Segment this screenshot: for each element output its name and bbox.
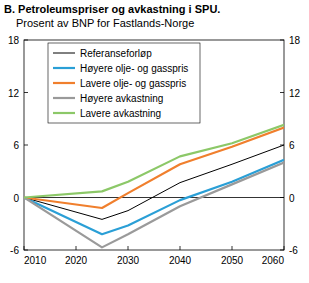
legend-box xyxy=(48,43,200,123)
y-tick-label: 12 xyxy=(8,88,20,99)
x-tick xyxy=(180,246,181,250)
x-tick-label: 2060 xyxy=(262,255,285,266)
legend-swatch xyxy=(53,53,75,54)
x-tick xyxy=(76,246,77,250)
series-line xyxy=(24,163,284,248)
x-tick xyxy=(232,246,233,250)
series-line xyxy=(24,125,284,198)
title: B. Petroleumspriser og avkastning i SPU. xyxy=(4,3,220,15)
legend-swatch xyxy=(53,112,75,114)
y2-tick-label: 0 xyxy=(289,193,295,204)
x-tick xyxy=(128,246,129,250)
subtitle: Prosent av BNP for Fastlands-Norge xyxy=(16,17,194,29)
series-line xyxy=(24,145,284,219)
x-tick-label: 2010 xyxy=(24,255,47,266)
y-tick-label: -6 xyxy=(10,245,19,256)
y2-tick xyxy=(280,197,284,198)
y-tick-label: 6 xyxy=(13,140,19,151)
y-tick-label: 18 xyxy=(8,35,20,46)
chart: B. Petroleumspriser og avkastning i SPU.… xyxy=(0,0,309,283)
legend-swatch xyxy=(53,97,75,99)
legend-label: Referanseforløp xyxy=(80,48,152,59)
y2-tick xyxy=(280,92,284,93)
legend-swatch xyxy=(53,82,75,84)
y2-tick-label: -6 xyxy=(289,245,298,256)
y-tick xyxy=(24,145,28,146)
x-tick-label: 2040 xyxy=(169,255,192,266)
y2-tick-label: 18 xyxy=(289,35,301,46)
series-group xyxy=(24,125,284,248)
legend-label: Lavere olje- og gasspris xyxy=(80,78,186,89)
legend-label: Lavere avkastning xyxy=(80,108,161,119)
plot-frame xyxy=(24,40,284,250)
legend-label: Høyere avkastning xyxy=(80,93,163,104)
y-tick-label: 0 xyxy=(13,193,19,204)
x-tick-label: 2050 xyxy=(221,255,244,266)
y2-tick-label: 6 xyxy=(289,140,295,151)
x-tick-label: 2030 xyxy=(117,255,140,266)
y-tick xyxy=(24,92,28,93)
x-tick-label: 2020 xyxy=(65,255,88,266)
legend-swatch xyxy=(53,67,75,69)
y2-tick-label: 12 xyxy=(289,88,301,99)
legend-label: Høyere olje- og gasspris xyxy=(80,63,188,74)
